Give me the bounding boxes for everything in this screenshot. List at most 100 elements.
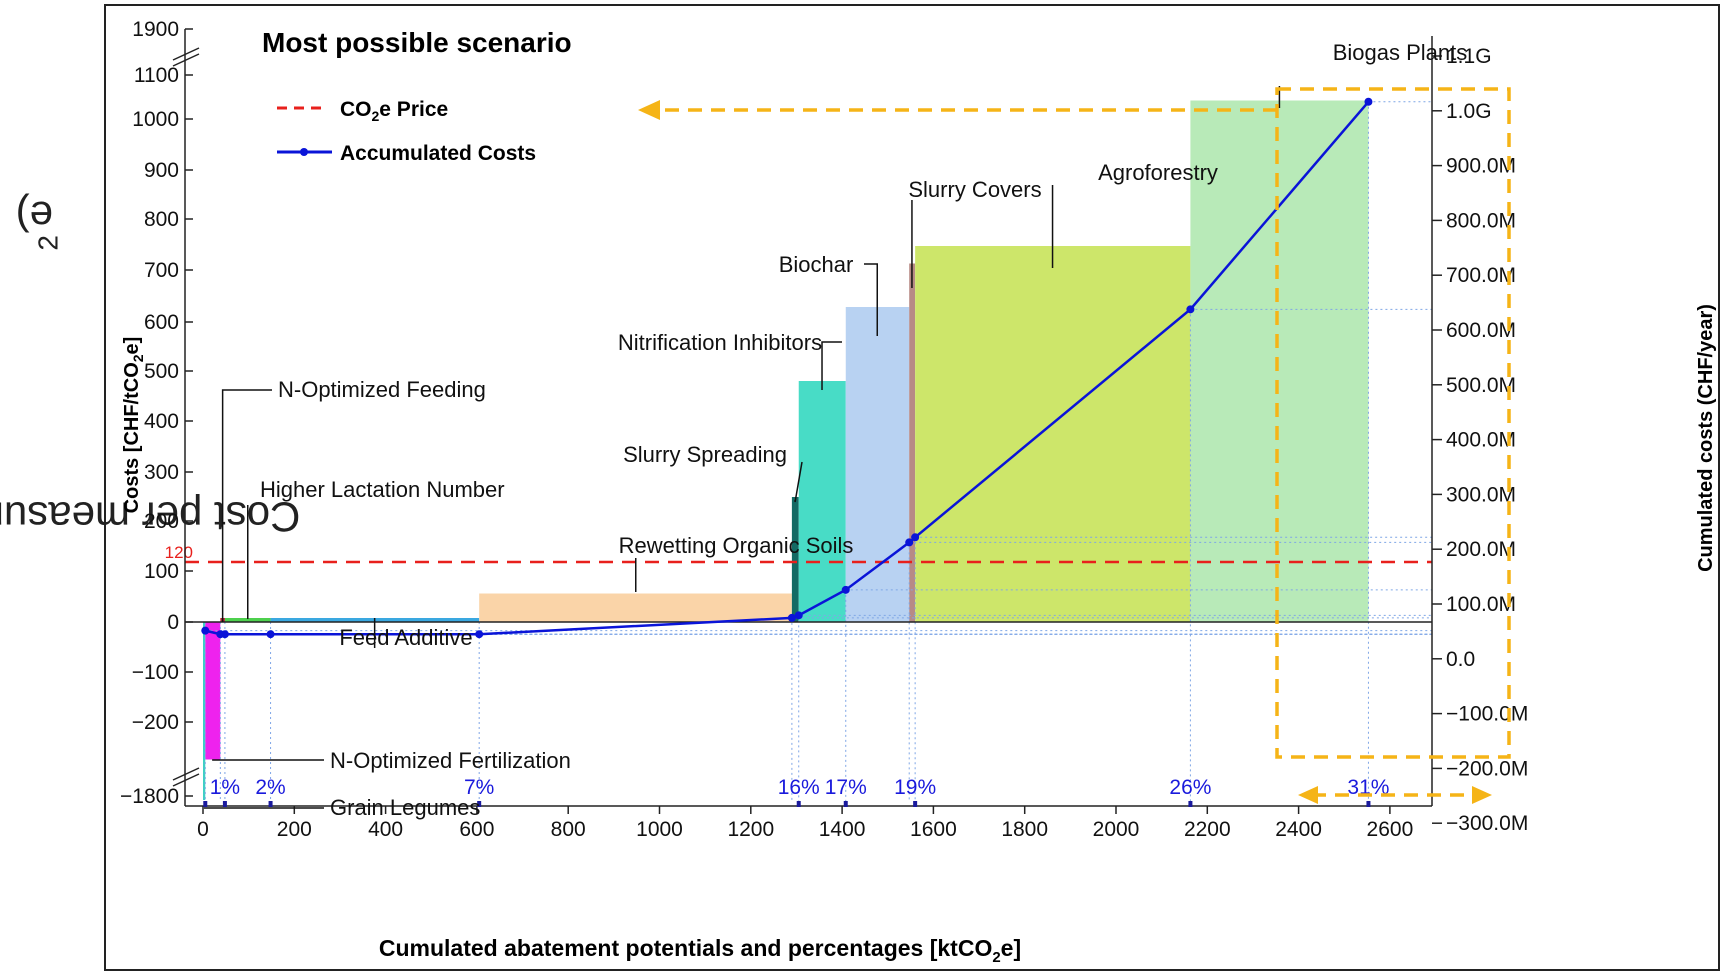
y2-tick-label: 1.1G — [1446, 45, 1492, 68]
y-tick-label: 500 — [144, 360, 179, 383]
y-tick-label: 800 — [144, 208, 179, 231]
y2-tick-label: 500.0M — [1446, 374, 1516, 397]
legend-co2-label: CO2e Price — [340, 98, 448, 124]
y2-tick-label: 300.0M — [1446, 483, 1516, 506]
x-tick-label: 1600 — [910, 818, 957, 841]
accumulated-cost-point — [841, 585, 850, 594]
co2-price-value-label: 120 — [165, 543, 193, 562]
percentage-marker — [913, 801, 918, 807]
y2-tick-label: −300.0M — [1446, 812, 1528, 835]
percentage-label: 31% — [1347, 776, 1389, 799]
legend: CO2e Price Accumulated Costs — [277, 98, 536, 165]
accumulated-cost-point — [475, 630, 484, 639]
y-tick-label: 1000 — [132, 108, 179, 131]
measure-bar-nitrification-inhibitors — [798, 381, 846, 622]
x-tick-label: 800 — [551, 818, 586, 841]
y-tick-label: 400 — [144, 410, 179, 433]
y-tick-label: 600 — [144, 311, 179, 334]
y2-tick-label: 800.0M — [1446, 209, 1516, 232]
y-axis-label: Costs [CHF/tCO2e] — [121, 337, 146, 514]
percentage-marker — [843, 801, 848, 807]
highlight-arrowhead-end — [1472, 786, 1492, 804]
callout-label-biogas-plants: Biogas Plants — [1333, 40, 1468, 65]
axis-break-mark — [172, 767, 200, 781]
x-tick-label: 1800 — [1001, 818, 1048, 841]
accumulated-cost-point — [201, 626, 210, 635]
y2-tick-label: −100.0M — [1446, 703, 1528, 726]
percentage-marker — [203, 801, 208, 807]
y2-tick-label: 700.0M — [1446, 264, 1516, 287]
accumulated-cost-point — [911, 533, 920, 542]
percentage-label: 16% — [778, 776, 820, 799]
y2-tick-label: 100.0M — [1446, 593, 1516, 616]
chart-frame — [104, 4, 1720, 971]
accumulated-cost-point — [266, 630, 275, 639]
callout-leader-line — [794, 461, 803, 503]
callout-label-n-optimized-feeding: N-Optimized Feeding — [278, 377, 486, 402]
y2-tick-label: 600.0M — [1446, 319, 1516, 342]
plot-area: 1201900110010009008007006005004003002001… — [120, 18, 1528, 841]
percentage-marker — [1188, 801, 1193, 807]
percentage-marker — [796, 801, 801, 807]
y-tick-label: 300 — [144, 461, 179, 484]
chart-title: Most possible scenario — [262, 27, 572, 58]
percentage-label: 2% — [255, 776, 285, 799]
accumulated-cost-point — [794, 611, 803, 620]
y2-tick-label: 200.0M — [1446, 538, 1516, 561]
callout-label-biochar: Biochar — [779, 252, 854, 277]
y-tick-label: 700 — [144, 259, 179, 282]
axis-break-mark — [172, 47, 200, 61]
measure-bar-n-optimized-fertilization — [205, 622, 221, 760]
measure-bar-higher-lactation-number — [224, 618, 271, 622]
callout-label-slurry-spreading: Slurry Spreading — [623, 442, 787, 467]
x-tick-label: 1000 — [636, 818, 683, 841]
y-tick-label: 200 — [144, 510, 179, 533]
y2-axis-label: Cumulated costs (CHF/year) — [1695, 304, 1717, 572]
x-tick-label: 2600 — [1367, 818, 1414, 841]
y2-tick-label: 400.0M — [1446, 429, 1516, 452]
x-tick-label: 400 — [368, 818, 403, 841]
legend-accumulated-label: Accumulated Costs — [340, 142, 536, 165]
callout-label-feed-additive: Feed Additive — [339, 625, 472, 650]
percentage-marker — [477, 801, 482, 807]
axis-break-mark — [172, 53, 200, 67]
callout-label-nitrification-inhibitors: Nitrification Inhibitors — [618, 330, 822, 355]
measure-bar-biochar — [845, 307, 910, 622]
percentage-marker — [1366, 801, 1371, 807]
y-tick-label: −100 — [132, 661, 179, 684]
y-tick-label: −200 — [132, 711, 179, 734]
legend-accumulated-marker — [300, 148, 308, 156]
callout-leader-line — [864, 263, 878, 336]
y-tick-label: 1100 — [134, 64, 179, 87]
y2-tick-label: 0.0 — [1446, 648, 1475, 671]
callout-label-agroforestry: Agroforestry — [1098, 160, 1218, 185]
y-tick-label: 100 — [144, 560, 179, 583]
highlight-arrowhead-left — [638, 100, 660, 120]
accumulated-cost-point — [1364, 97, 1373, 106]
x-axis-label: Cumulated abatement potentials and perce… — [379, 935, 1021, 966]
y-tick-label: 1900 — [132, 18, 179, 41]
x-tick-label: 1200 — [727, 818, 774, 841]
x-tick-label: 600 — [459, 818, 494, 841]
percentage-label: 1% — [210, 776, 240, 799]
callout-label-slurry-covers: Slurry Covers — [908, 177, 1041, 202]
callout-label-rewetting-organic-soils: Rewetting Organic Soils — [619, 533, 854, 558]
axis-break-mark — [172, 773, 200, 787]
x-tick-label: 200 — [277, 818, 312, 841]
measure-bar-grain-legumes — [203, 622, 206, 800]
measure-bar-rewetting-organic-soils — [479, 593, 792, 622]
x-tick-label: 2200 — [1184, 818, 1231, 841]
measure-bar-biogas-plants — [1190, 100, 1369, 622]
highlight-box — [1275, 87, 1511, 759]
x-tick-label: 2000 — [1093, 818, 1140, 841]
percentage-label: 17% — [825, 776, 867, 799]
accumulated-cost-point — [220, 630, 229, 639]
accumulated-cost-point — [787, 613, 796, 622]
y2-tick-label: 900.0M — [1446, 155, 1516, 178]
callout-leader-line — [221, 389, 272, 622]
percentage-label: 26% — [1169, 776, 1211, 799]
measure-bar-slurry-spreading — [791, 497, 799, 622]
accumulated-cost-point — [1186, 305, 1195, 314]
x-tick-label: 1400 — [819, 818, 866, 841]
